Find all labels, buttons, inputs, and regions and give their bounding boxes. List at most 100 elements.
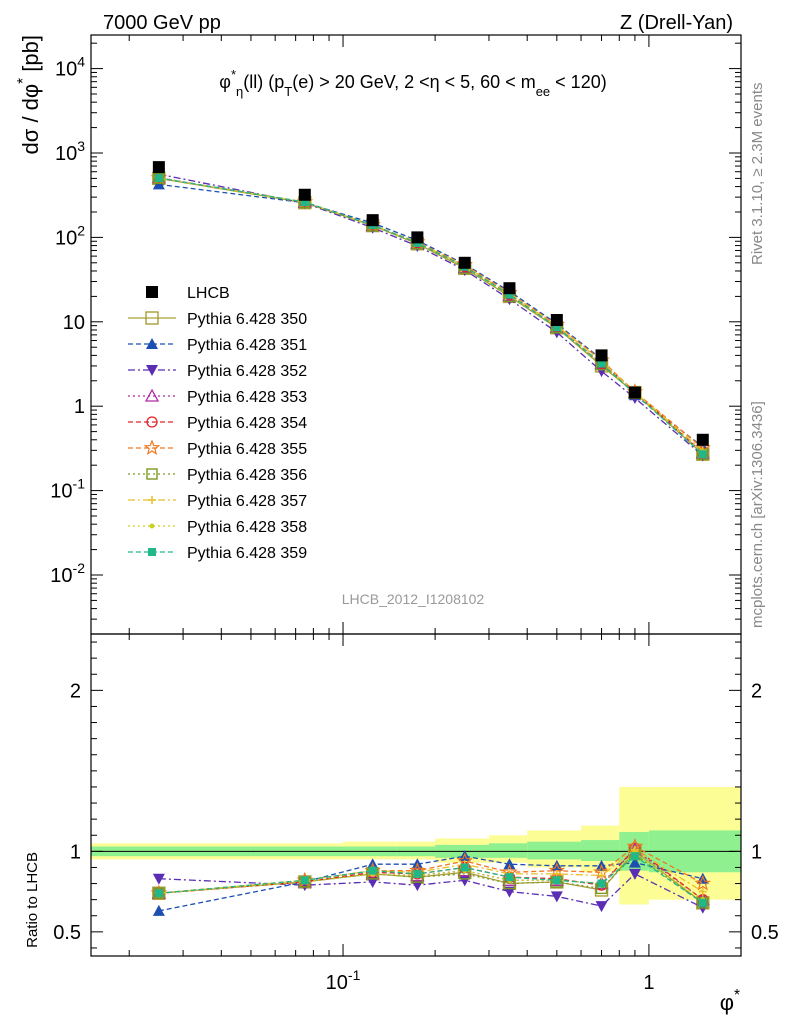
- ratio-point: [152, 873, 165, 885]
- x-axis-title: φ*: [720, 987, 740, 1015]
- legend-marker: [148, 496, 156, 504]
- ratio-point: [411, 880, 424, 892]
- ratio-y-tick-label-right: 0.5: [751, 922, 779, 944]
- analysis-watermark: LHCB_2012_I1208102: [342, 591, 485, 607]
- process-label: Z (Drell-Yan): [620, 12, 733, 34]
- legend-marker: [146, 338, 158, 349]
- ratio-frame: [90, 633, 742, 957]
- legend-entry: Pythia 6.428 356: [128, 467, 307, 484]
- data-point: [505, 290, 514, 299]
- data-point: [696, 433, 709, 446]
- y-tick-label: 1: [74, 396, 85, 418]
- data-point: [595, 349, 608, 362]
- legend-label: Pythia 6.428 358: [187, 519, 307, 536]
- rivet-version-label: Rivet 3.1.10, ≥ 2.3M events: [749, 83, 766, 266]
- ratio-point: [368, 866, 377, 875]
- ratio-point: [154, 889, 163, 898]
- data-point: [597, 359, 606, 368]
- legend-label: Pythia 6.428 359: [187, 545, 307, 562]
- legend-entry: Pythia 6.428 358: [128, 519, 307, 536]
- ratio-series-layer: [150, 837, 711, 916]
- ratio-point: [630, 852, 639, 861]
- ratio-point: [503, 858, 516, 870]
- legend-label: Pythia 6.428 357: [187, 493, 307, 510]
- legend-label: Pythia 6.428 356: [187, 467, 307, 484]
- ratio-y-tick-label-right: 2: [751, 680, 762, 702]
- mcplots-label: mcplots.cern.ch [arXiv:1306.3436]: [749, 401, 766, 628]
- ratio-point: [595, 901, 608, 913]
- ratio-point: [552, 876, 561, 885]
- ratio-line: [158, 873, 704, 909]
- y-tick-label: 103: [55, 138, 85, 165]
- legend-marker: [146, 468, 158, 480]
- ratio-point: [597, 879, 606, 888]
- data-point: [411, 231, 424, 244]
- legend-entry: Pythia 6.428 359: [128, 545, 307, 562]
- series-line: [158, 177, 704, 451]
- series-line: [158, 183, 704, 448]
- inner-band-bin: [527, 841, 582, 860]
- ratio-point: [628, 868, 641, 880]
- ratio-y-axis-title: Ratio to LHCB: [24, 852, 41, 948]
- data-point: [550, 314, 563, 327]
- series-lhcb: [152, 161, 709, 446]
- ratio-point: [505, 873, 514, 882]
- axis-labels: 10-2 10-1 1 10 102 103 104 0.5 0.5 1 1 2 2 10-1 1 dσ / …: [15, 35, 779, 1015]
- ratio-point: [460, 863, 469, 872]
- ratio-uncertainty-bands: [91, 786, 741, 905]
- ratio-point: [628, 856, 641, 868]
- legend-entry: Pythia 6.428 357: [128, 493, 307, 510]
- collision-label: 7000 GeV pp: [103, 12, 221, 34]
- series-line: [158, 177, 704, 449]
- axes: [91, 35, 741, 956]
- legend-marker: [145, 311, 159, 325]
- ratio-point: [597, 871, 606, 880]
- ratio-point: [458, 875, 471, 887]
- data-point: [458, 256, 471, 269]
- ratio-line: [158, 855, 704, 904]
- main-series-layer: [150, 161, 711, 462]
- data-point: [552, 323, 561, 332]
- ratio-point: [698, 887, 707, 896]
- series-line: [158, 177, 704, 455]
- y-tick-label: 10-2: [50, 560, 85, 587]
- legend-label: Pythia 6.428 355: [187, 441, 307, 458]
- legend-marker: [149, 523, 155, 529]
- ratio-y-tick-label: 1: [70, 841, 81, 863]
- legend-marker: [146, 365, 158, 376]
- ratio-y-tick-label: 0.5: [53, 922, 81, 944]
- plot-title: φ*η(ll) (pT(e) > 20 GeV, 2 <η < 5, 60 < …: [219, 67, 606, 99]
- y-axis-title: dσ / dφ* [pb]: [15, 35, 43, 154]
- ratio-y-tick-label: 2: [70, 680, 81, 702]
- legend: LHCB Pythia 6.428 350 Pythia 6.428 351 Pyth…: [128, 285, 307, 562]
- ratio-point: [694, 874, 711, 891]
- ratio-point: [550, 891, 563, 903]
- ratio-point: [366, 876, 379, 888]
- ratio-point: [413, 869, 422, 878]
- series-line: [158, 173, 704, 457]
- ratio-y-tick-label-right: 1: [751, 841, 762, 863]
- legend-marker: [144, 388, 160, 402]
- data-point: [298, 188, 311, 201]
- data-point: [154, 174, 163, 183]
- y-tick-label: 10-1: [50, 476, 85, 503]
- ratio-line: [158, 855, 703, 912]
- ratio-point: [300, 876, 309, 885]
- ratio-series-pythia-6-428-359: [154, 852, 707, 907]
- legend-label: Pythia 6.428 351: [187, 337, 307, 354]
- legend-entry: Pythia 6.428 353: [128, 388, 307, 406]
- legend-marker: [146, 286, 158, 298]
- data-point: [628, 386, 641, 399]
- data-point: [503, 282, 516, 295]
- inner-band-bin: [581, 840, 620, 862]
- data-point: [152, 161, 165, 174]
- y-tick-label: 102: [55, 222, 85, 249]
- x-tick-label: 10-1: [326, 967, 361, 994]
- legend-label: Pythia 6.428 352: [187, 363, 307, 380]
- legend-entry: Pythia 6.428 351: [128, 337, 307, 354]
- data-point: [300, 198, 309, 207]
- x-tick-label: 1: [643, 972, 654, 994]
- data-point: [366, 214, 379, 227]
- legend-label: LHCB: [187, 285, 230, 302]
